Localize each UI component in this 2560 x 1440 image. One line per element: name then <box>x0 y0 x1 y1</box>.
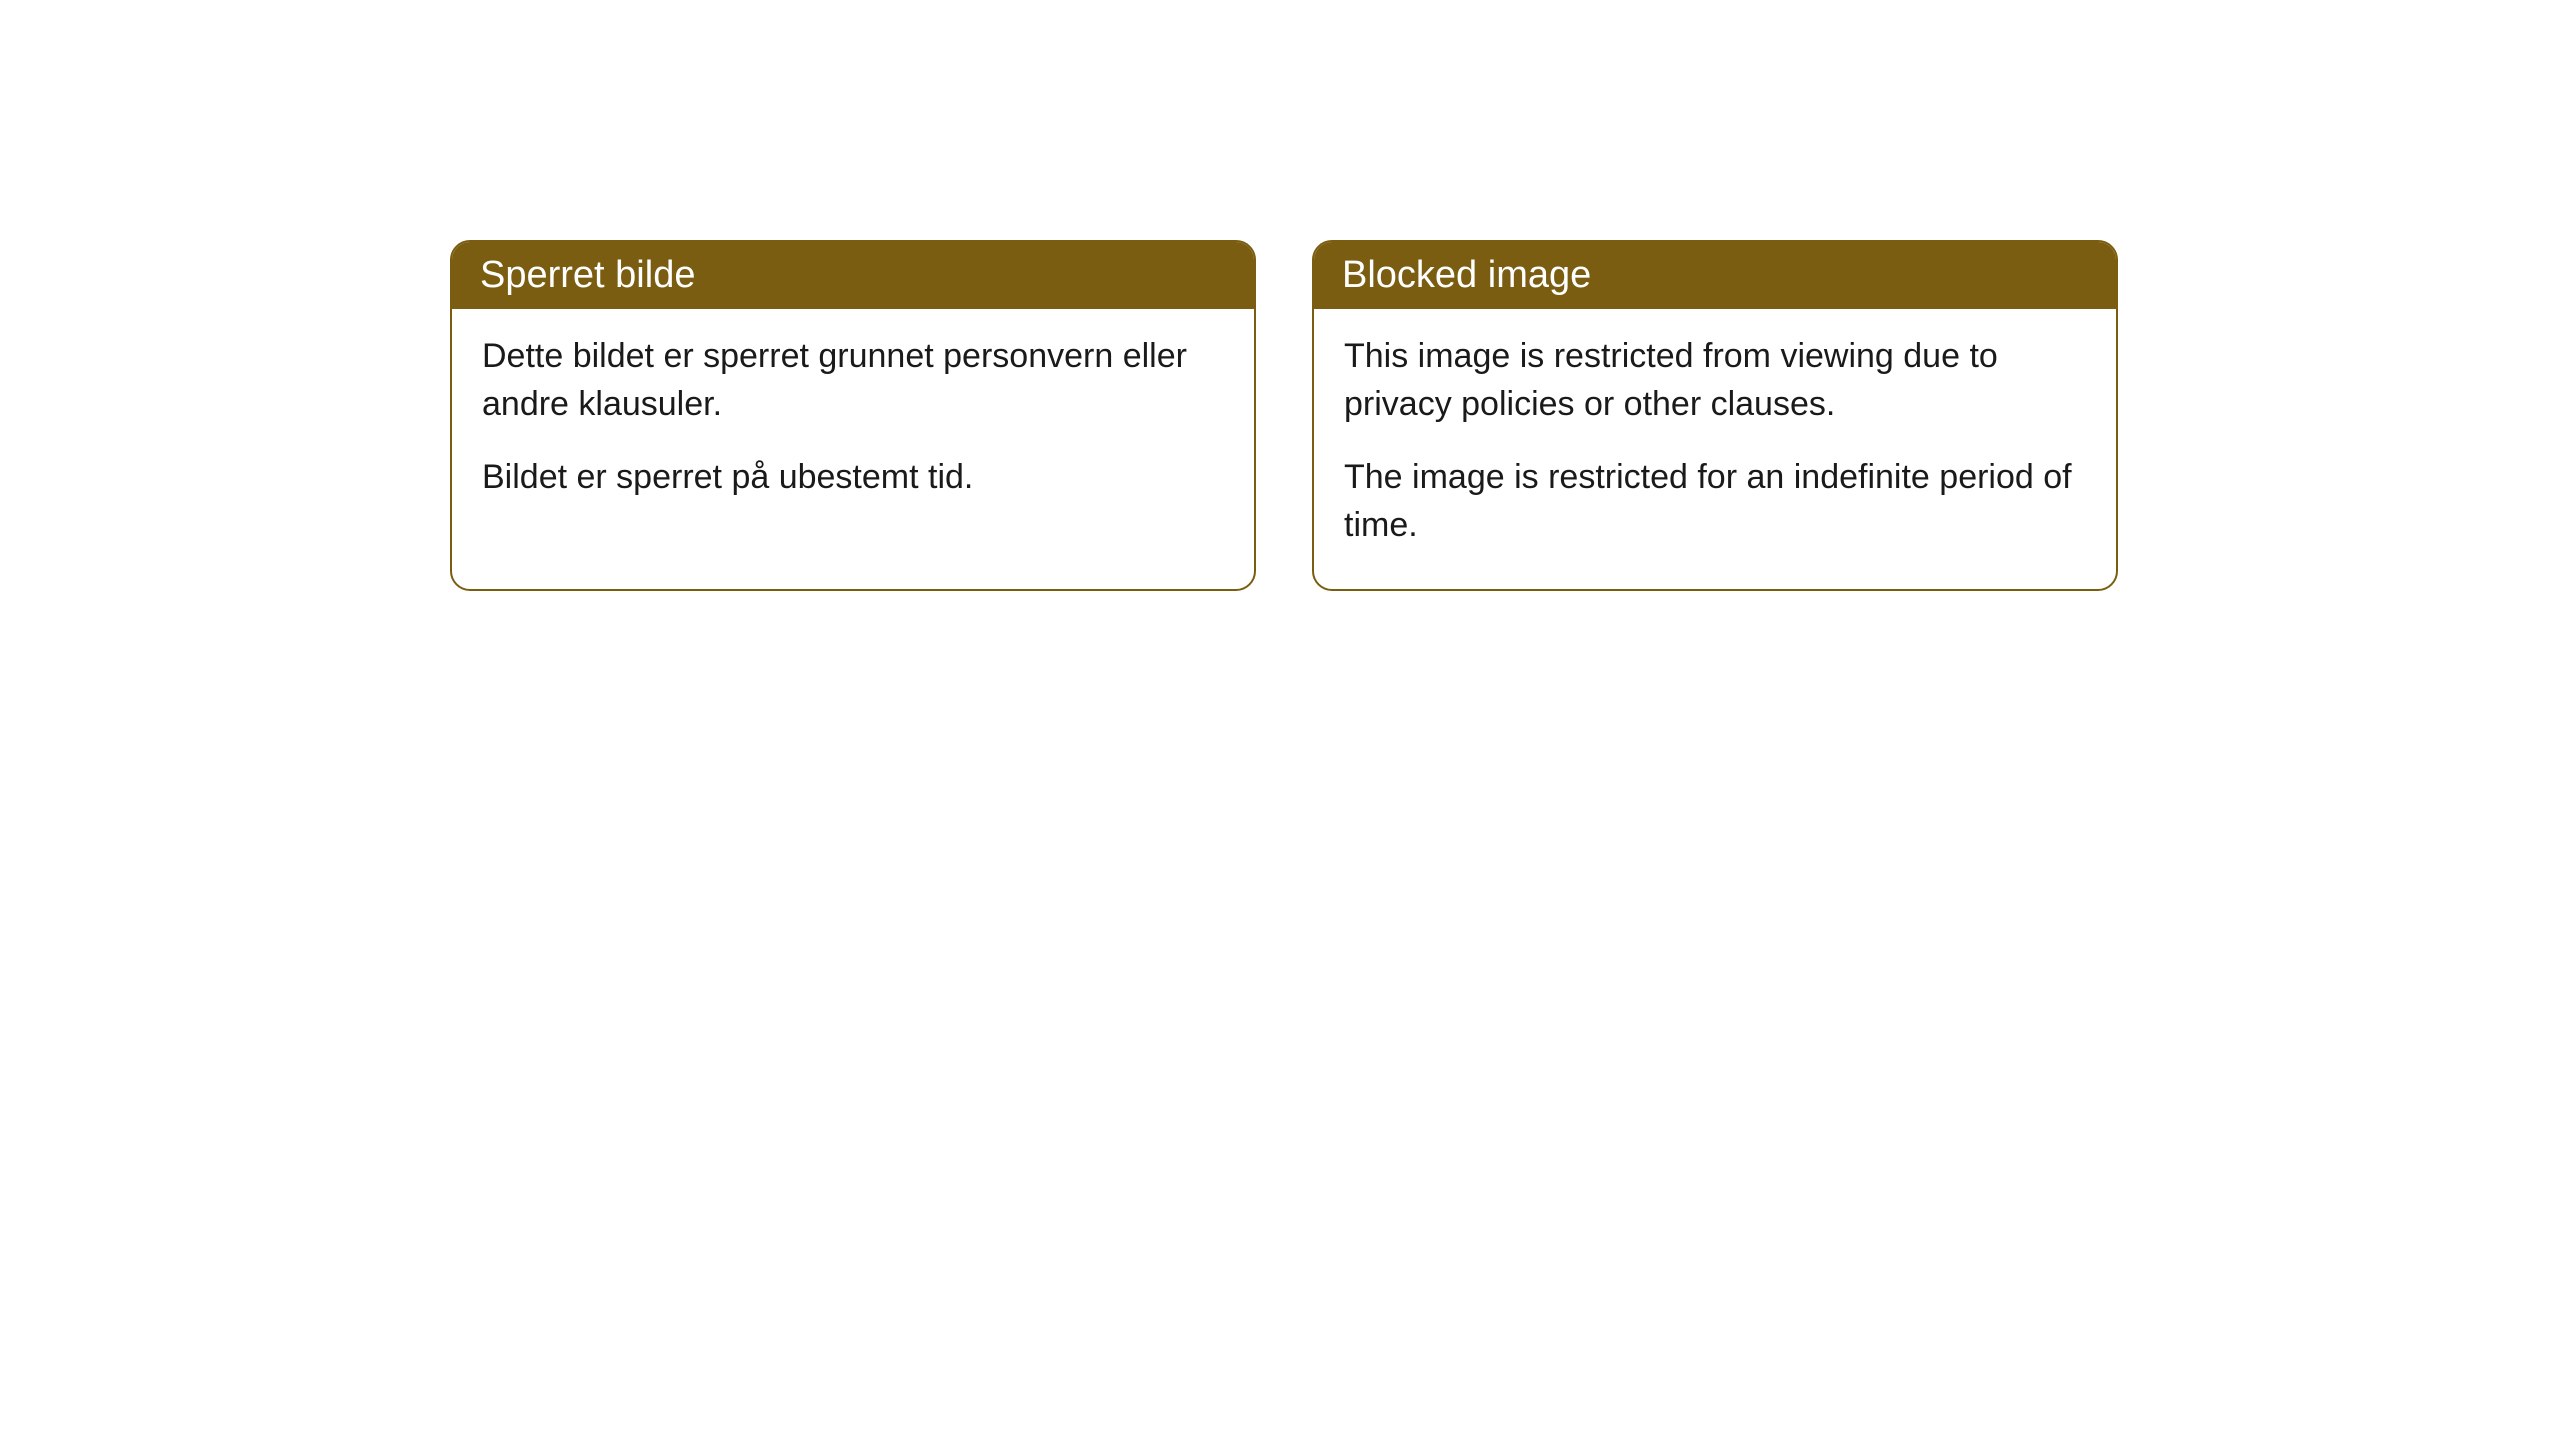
card-body-norwegian: Dette bildet er sperret grunnet personve… <box>452 309 1254 542</box>
card-paragraph-norwegian-2: Bildet er sperret på ubestemt tid. <box>482 454 1224 502</box>
card-body-english: This image is restricted from viewing du… <box>1314 309 2116 589</box>
card-paragraph-norwegian-1: Dette bildet er sperret grunnet personve… <box>482 333 1224 428</box>
card-title-english: Blocked image <box>1342 254 1591 296</box>
blocked-image-card-english: Blocked image This image is restricted f… <box>1312 240 2118 591</box>
card-paragraph-english-1: This image is restricted from viewing du… <box>1344 333 2086 428</box>
blocked-image-card-norwegian: Sperret bilde Dette bildet er sperret gr… <box>450 240 1256 591</box>
card-paragraph-english-2: The image is restricted for an indefinit… <box>1344 454 2086 549</box>
card-header-norwegian: Sperret bilde <box>452 242 1254 309</box>
card-title-norwegian: Sperret bilde <box>480 254 695 296</box>
card-header-english: Blocked image <box>1314 242 2116 309</box>
notification-cards-container: Sperret bilde Dette bildet er sperret gr… <box>450 240 2560 591</box>
